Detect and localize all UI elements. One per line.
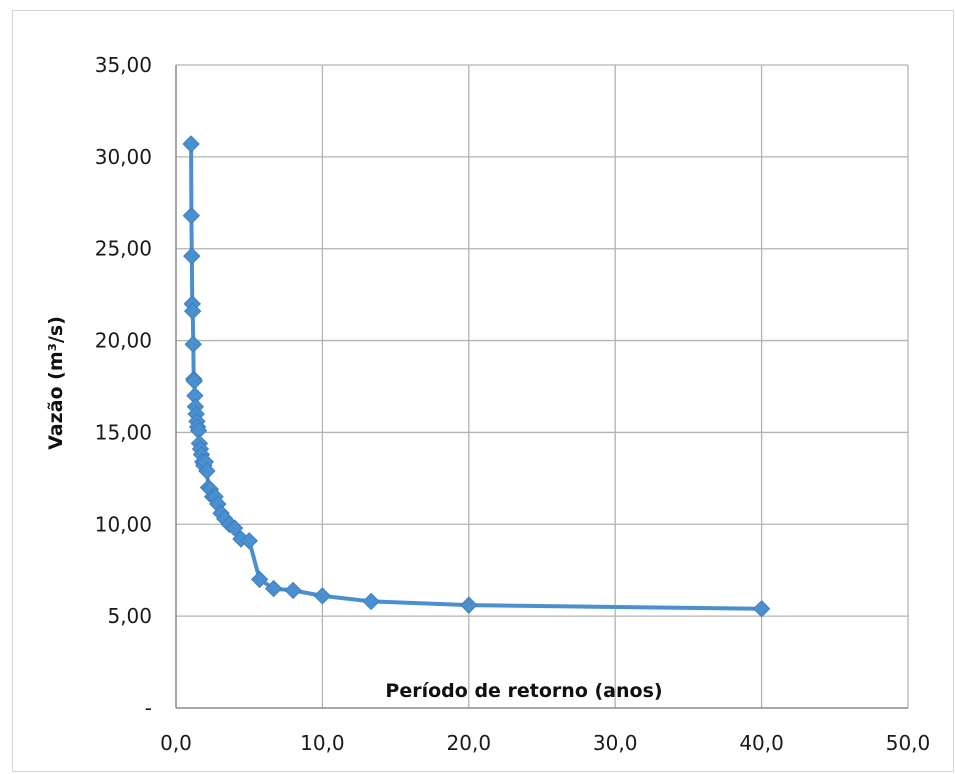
data-point	[460, 596, 478, 614]
x-axis-label: Período de retorno (anos)	[385, 680, 662, 702]
y-tick-label: 5,00	[107, 604, 152, 628]
data-point	[752, 600, 771, 618]
y-tick-label: 20,00	[95, 329, 152, 353]
y-tick-label: 30,00	[95, 145, 152, 169]
data-point	[362, 592, 380, 611]
y-axis-label: Vazão (m³/s)	[45, 316, 67, 450]
data-point	[240, 532, 258, 550]
y-tick-labels: - 5,00 10,00 15,00 20,00 25,00 30,00 35,00	[95, 53, 152, 720]
data-point	[185, 372, 204, 390]
y-tick-label: 25,00	[95, 237, 152, 261]
data-point	[183, 302, 202, 320]
x-tick-label: 30,0	[593, 731, 638, 755]
x-tick-label: 50,0	[886, 731, 931, 755]
y-tick-label: 35,00	[95, 53, 152, 77]
data-point	[198, 462, 216, 480]
axes	[175, 65, 908, 709]
grid	[176, 64, 909, 708]
x-tick-label: 20,0	[447, 731, 492, 755]
y-tick-label: -	[145, 696, 152, 720]
chart-frame	[12, 10, 954, 772]
data-point	[250, 570, 269, 589]
data-point	[264, 579, 283, 598]
data-point	[184, 335, 202, 353]
x-tick-label: 10,0	[300, 731, 345, 755]
data-point	[225, 519, 244, 537]
x-tick-labels: 0,0 10,0 20,0 30,0 40,0 50,0	[160, 731, 930, 755]
data-point	[313, 587, 332, 605]
y-tick-label: 15,00	[95, 420, 152, 444]
y-tick-label: 10,00	[95, 512, 152, 536]
data-point	[182, 206, 201, 225]
data-point	[182, 135, 200, 153]
data-point	[183, 247, 201, 265]
x-tick-label: 0,0	[160, 731, 192, 755]
x-tick-label: 40,0	[739, 731, 784, 755]
series	[182, 135, 771, 618]
data-point	[284, 581, 302, 600]
series-line	[189, 143, 762, 611]
